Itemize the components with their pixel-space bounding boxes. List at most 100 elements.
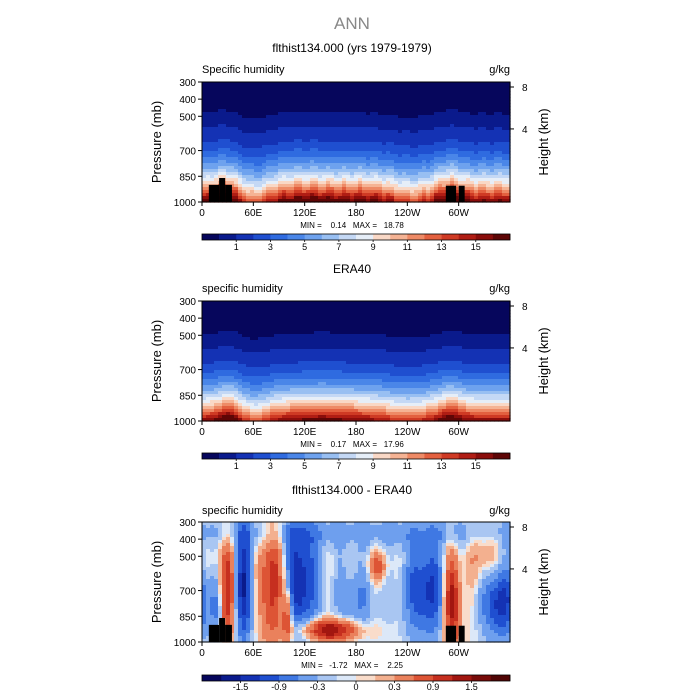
heatmap-cell [438, 193, 443, 197]
heatmap-cell [218, 136, 223, 140]
heatmap-cell [210, 337, 215, 341]
heatmap-cell [486, 331, 491, 335]
heatmap-cell [482, 184, 487, 188]
heatmap-cell [254, 370, 259, 374]
heatmap-cell [346, 154, 351, 158]
heatmap-cell [374, 118, 379, 122]
heatmap-cell [250, 166, 255, 170]
heatmap-cell [498, 364, 503, 368]
heatmap-cell [206, 355, 211, 359]
heatmap-cell [506, 184, 511, 188]
heatmap-cell [454, 364, 459, 368]
heatmap-cell [262, 301, 267, 305]
heatmap-cell [222, 358, 227, 362]
heatmap-cell [294, 106, 299, 110]
heatmap-cell [374, 358, 379, 362]
heatmap-cell [226, 301, 231, 305]
heatmap-cell [254, 193, 259, 197]
heatmap-cell [250, 157, 255, 161]
heatmap-cell [338, 112, 343, 116]
heatmap-cell [450, 367, 455, 371]
heatmap-cell [358, 142, 363, 146]
heatmap-cell [450, 94, 455, 98]
heatmap-cell [350, 91, 355, 95]
heatmap-cell [462, 331, 467, 335]
heatmap-cell [210, 322, 215, 326]
heatmap-cell [234, 187, 239, 191]
heatmap-cell [306, 85, 311, 89]
heatmap-cell [426, 313, 431, 317]
heatmap-cell [462, 325, 467, 329]
heatmap-cell [446, 343, 451, 347]
heatmap-cell [430, 175, 435, 179]
heatmap-cell [282, 148, 287, 152]
heatmap-cell [374, 313, 379, 317]
heatmap-cell [314, 124, 319, 128]
heatmap-cell [266, 103, 271, 107]
colorbar-label: 3 [268, 242, 273, 252]
heatmap-cell [234, 190, 239, 194]
heatmap-cell [438, 352, 443, 356]
heatmap-cell [298, 82, 303, 86]
heatmap-cell [382, 340, 387, 344]
heatmap-cell [502, 100, 507, 104]
heatmap-cell [298, 178, 303, 182]
heatmap-cell [446, 103, 451, 107]
heatmap-cell [262, 82, 267, 86]
heatmap-cell [390, 187, 395, 191]
heatmap-cell [362, 91, 367, 95]
heatmap-cell [358, 343, 363, 347]
heatmap-cell [458, 139, 463, 143]
heatmap-cell [494, 352, 499, 356]
heatmap-cell [346, 148, 351, 152]
heatmap-cell [398, 154, 403, 158]
heatmap-cell [246, 355, 251, 359]
heatmap-cell [426, 304, 431, 308]
heatmap-cell [238, 325, 243, 329]
heatmap-cell [238, 94, 243, 98]
heatmap-cell [386, 154, 391, 158]
heatmap-cell [370, 166, 375, 170]
heatmap-cell [218, 349, 223, 353]
heatmap-cell [498, 301, 503, 305]
heatmap-cell [294, 184, 299, 188]
heatmap-cell [450, 307, 455, 311]
heatmap-cell [486, 304, 491, 308]
heatmap-cell [250, 109, 255, 113]
heatmap-cell [362, 172, 367, 176]
heatmap-cell [374, 322, 379, 326]
heatmap-cell [450, 331, 455, 335]
heatmap-cell [430, 157, 435, 161]
heatmap-cell [502, 121, 507, 125]
heatmap-cell [218, 319, 223, 323]
heatmap-cell [462, 328, 467, 332]
heatmap-cell [402, 325, 407, 329]
heatmap-cell [334, 139, 339, 143]
heatmap-cell [458, 181, 463, 185]
heatmap-cell [302, 97, 307, 101]
heatmap-cell [490, 124, 495, 128]
heatmap-cell [482, 316, 487, 320]
heatmap-cell [478, 94, 483, 98]
heatmap-cell [366, 304, 371, 308]
heatmap-cell [462, 349, 467, 353]
heatmap-cell [274, 100, 279, 104]
heatmap-cell [254, 100, 259, 104]
heatmap-cell [246, 154, 251, 158]
heatmap-cell [506, 160, 511, 164]
heatmap-cell [438, 358, 443, 362]
heatmap-cell [226, 151, 231, 155]
heatmap-cell [242, 163, 247, 167]
heatmap-cell [282, 301, 287, 305]
heatmap-cell [458, 331, 463, 335]
heatmap-cell [470, 97, 475, 101]
heatmap-cell [362, 361, 367, 365]
heatmap-cell [442, 337, 447, 341]
heatmap-cell [366, 121, 371, 125]
heatmap-cell [454, 145, 459, 149]
heatmap-cell [438, 145, 443, 149]
heatmap-cell [310, 139, 315, 143]
heatmap-cell [498, 169, 503, 173]
heatmap-cell [306, 313, 311, 317]
heatmap-cell [298, 169, 303, 173]
